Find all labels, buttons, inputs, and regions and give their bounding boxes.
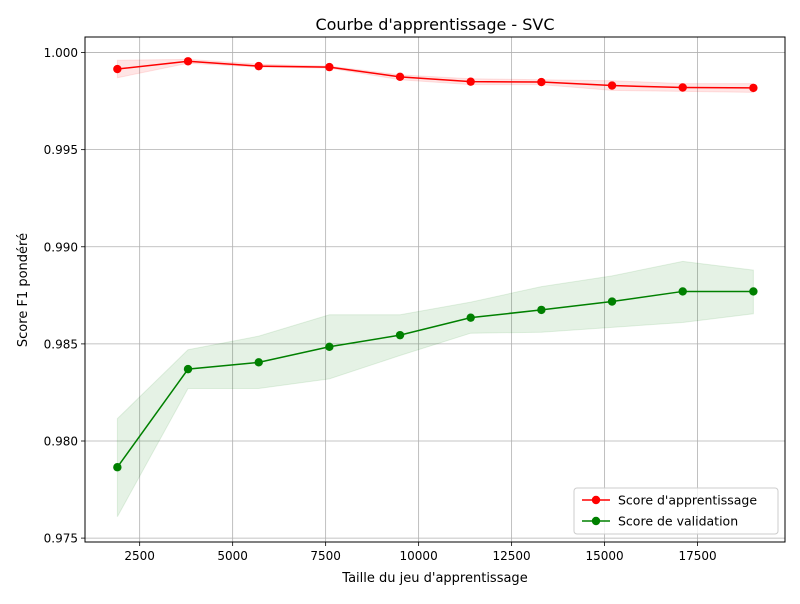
series-1-point: [607, 297, 617, 306]
x-tick-label: 5000: [217, 549, 248, 563]
series-0-point: [183, 57, 193, 66]
legend: Score d'apprentissage Score de validation: [573, 487, 779, 535]
series-1-point: [254, 358, 263, 367]
series-0-line: [117, 60, 754, 89]
confidence-bands: [116, 58, 754, 517]
y-tick-label: 0.980: [44, 435, 78, 449]
series-lines: [116, 60, 754, 468]
legend-box: [573, 487, 779, 535]
x-tick-label: 7500: [310, 549, 341, 563]
series-1-point: [537, 305, 546, 315]
x-tick-label: 2500: [124, 549, 155, 563]
series-0-point: [537, 77, 546, 87]
x-tick-label: 10000: [400, 549, 438, 563]
series-0-point: [466, 77, 475, 86]
legend-marker-0: [591, 495, 601, 505]
y-tick-label: 0.990: [44, 240, 78, 254]
series-1-point: [749, 287, 758, 296]
y-tick-label: 0.995: [44, 143, 78, 157]
series-0-point: [113, 64, 122, 74]
legend-label-1: Score de validation: [618, 514, 738, 529]
y-tick-label: 0.985: [44, 337, 78, 351]
series-1-point: [466, 313, 475, 322]
chart-title: Courbe d'apprentissage - SVC: [315, 15, 554, 34]
y-axis-ticks: 0.975 0.980 0.985 0.990 0.995 1.000: [44, 46, 85, 546]
series-1-point: [325, 342, 334, 351]
x-axis-ticks: 2500 5000 7500 10000 12500 15000 17500: [124, 542, 717, 563]
series-0-point: [607, 81, 617, 90]
x-tick-label: 15000: [586, 549, 624, 563]
legend-label-0: Score d'apprentissage: [618, 493, 757, 508]
x-tick-label: 17500: [678, 549, 716, 563]
grid-lines: [85, 37, 785, 542]
series-1-point: [113, 463, 122, 472]
series-0-point: [325, 62, 334, 72]
series-1-point: [678, 287, 687, 296]
series-0-point: [749, 83, 758, 93]
y-tick-label: 1.000: [44, 46, 78, 60]
series-1-point: [395, 330, 405, 340]
series-1-line: [116, 290, 754, 468]
y-axis-label: Score F1 pondéré: [16, 233, 31, 347]
series-0-point: [395, 72, 405, 82]
series-1-point: [183, 364, 193, 374]
series-0-point: [678, 83, 687, 92]
legend-marker-1: [591, 516, 601, 526]
x-tick-label: 12500: [493, 549, 531, 563]
y-tick-label: 0.975: [44, 532, 78, 546]
series-1-band: [116, 260, 754, 517]
series-0-point: [254, 61, 263, 71]
plot-area-frame: [84, 36, 786, 543]
series-markers: [113, 57, 758, 472]
x-axis-label: Taille du jeu d'apprentissage: [341, 571, 527, 586]
